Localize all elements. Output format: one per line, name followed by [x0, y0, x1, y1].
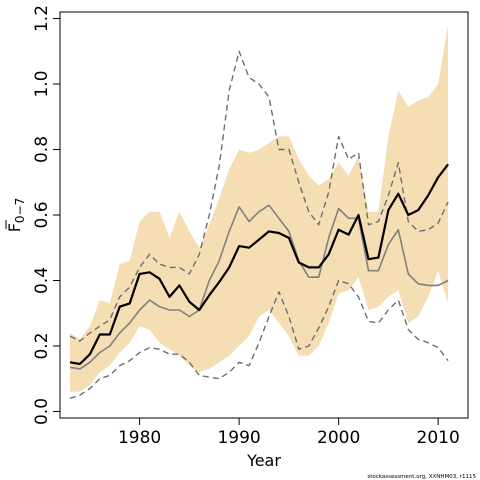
- series-line-dashed-lower: [69, 279, 449, 400]
- svg-text:F0−7: F0−7: [5, 198, 27, 233]
- y-axis-title: F0−7: [5, 198, 27, 233]
- y-tick-label: 0.8: [32, 136, 52, 163]
- y-tick-label: 0.2: [32, 332, 52, 359]
- series-line-solid-thick: [69, 163, 449, 366]
- y-axis-title-sub: 0−7: [13, 198, 27, 223]
- y-tick-label: 1.0: [32, 70, 52, 97]
- y-tick-label: 1.2: [32, 5, 52, 32]
- x-axis: 1980 1990 2000 2010: [118, 418, 460, 448]
- y-tick-label: 0.0: [32, 398, 52, 425]
- credit-text: stockassessment.org, XXNHM03, r1115: [367, 474, 476, 480]
- y-axis-title-main: F: [5, 223, 24, 232]
- x-tick-label: 1980: [118, 428, 161, 448]
- y-tick-label: 0.4: [32, 267, 52, 294]
- series-line-dashed-upper: [69, 50, 449, 342]
- series-line-solid-gray: [69, 204, 449, 370]
- confidence-band: [70, 25, 449, 392]
- x-tick-label: 1990: [217, 428, 260, 448]
- series-lines-layer: [69, 50, 449, 400]
- y-axis: 0.0 0.2 0.4 0.6 0.8 1.0 1.2: [32, 5, 60, 425]
- x-axis-title: Year: [246, 451, 281, 470]
- y-tick-label: 0.6: [32, 201, 52, 228]
- x-tick-label: 2010: [417, 428, 460, 448]
- x-tick-label: 2000: [317, 428, 360, 448]
- confidence-band-layer: [70, 25, 449, 392]
